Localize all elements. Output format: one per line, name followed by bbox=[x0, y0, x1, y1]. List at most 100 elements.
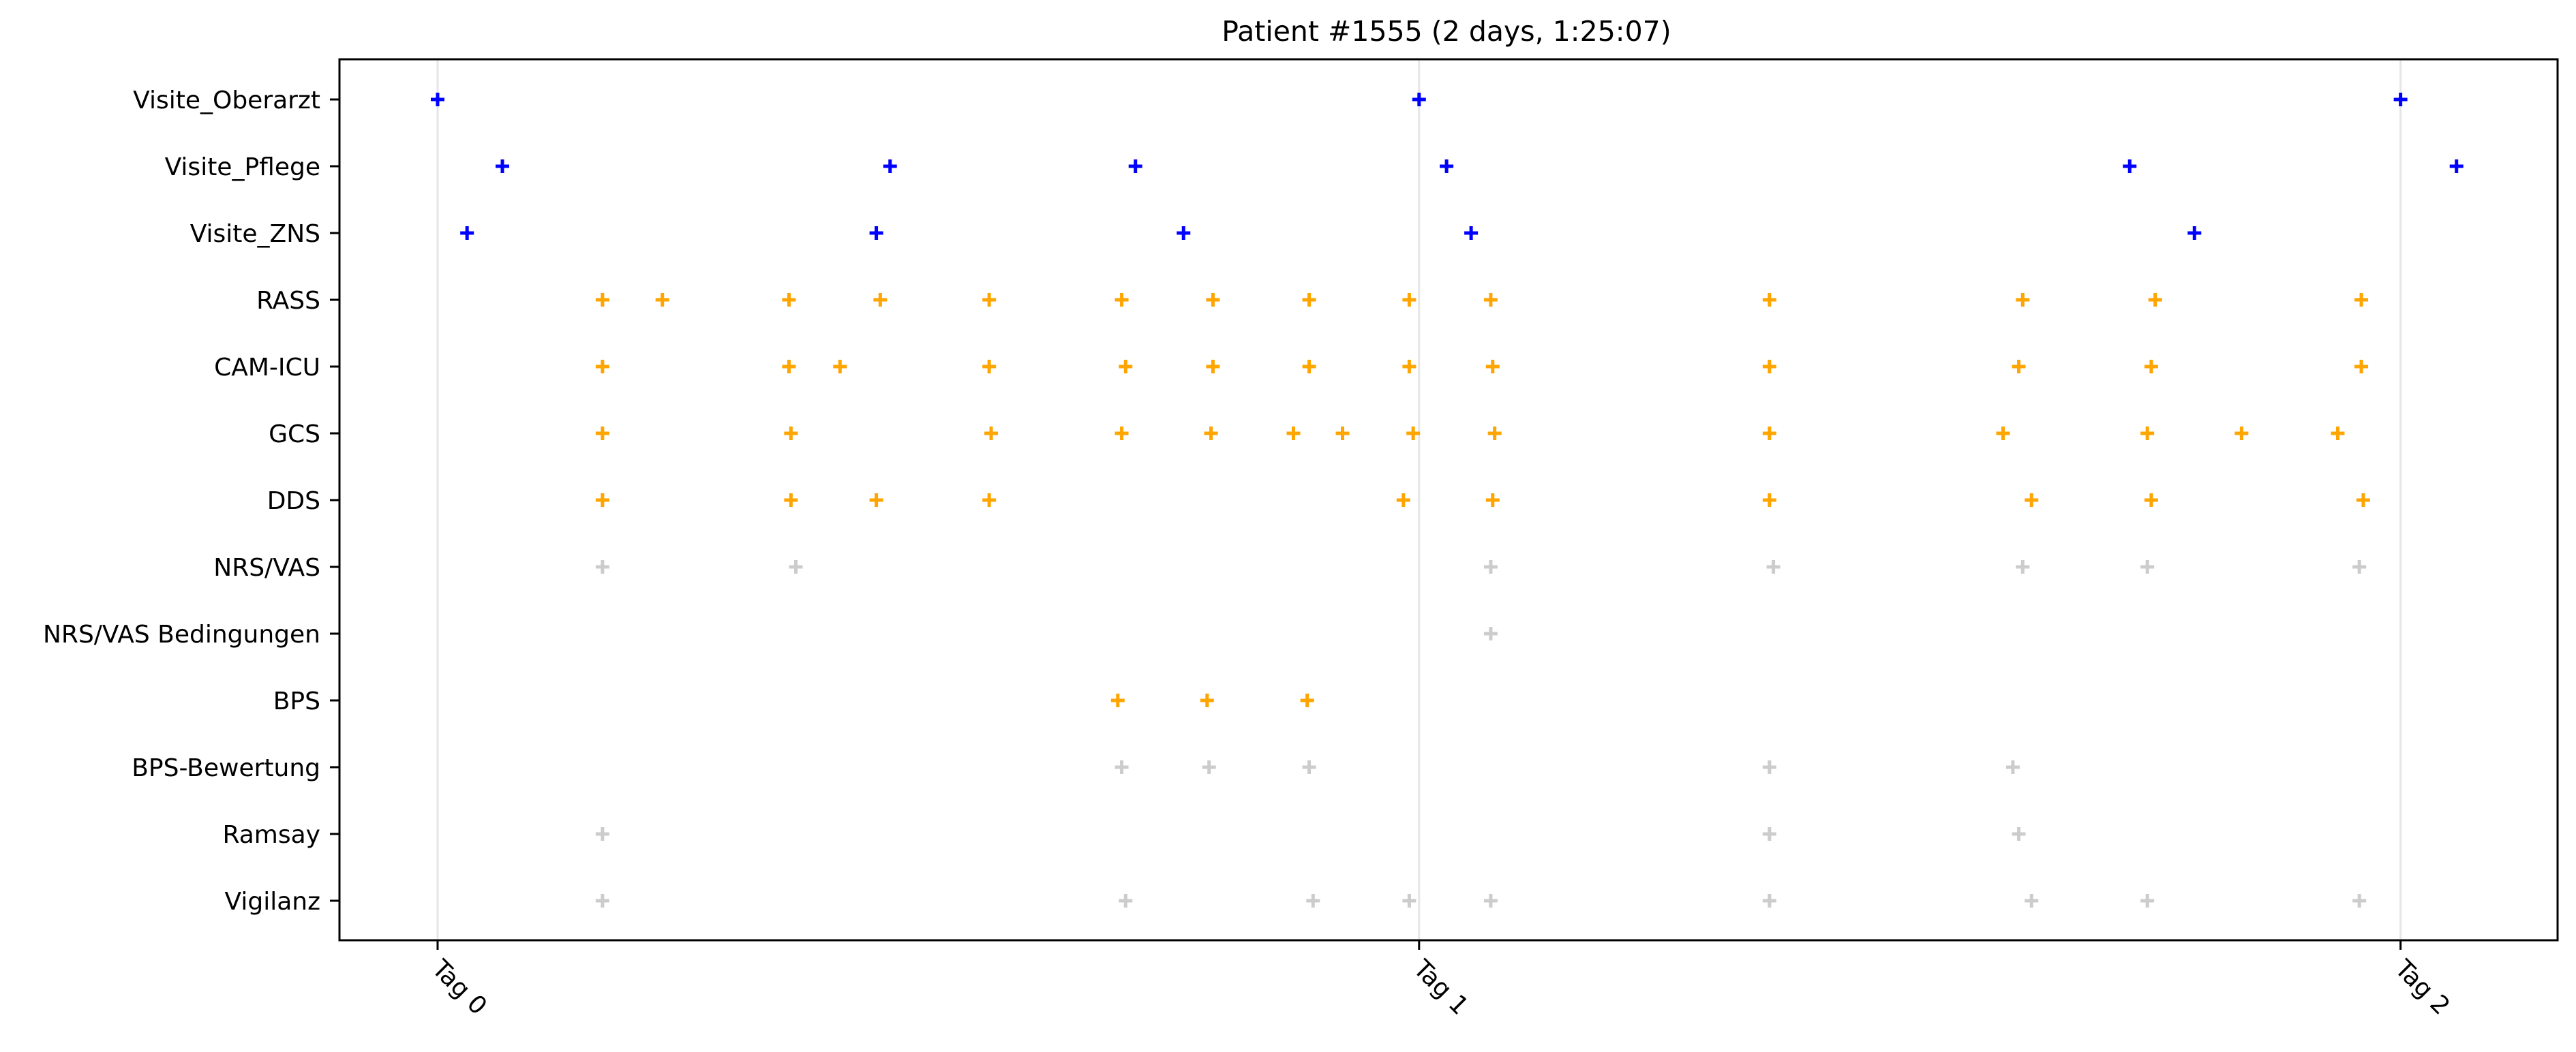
event-marker bbox=[1402, 894, 1416, 908]
event-marker bbox=[789, 560, 803, 574]
event-marker bbox=[1335, 427, 1350, 440]
category-label: GCS bbox=[269, 420, 320, 448]
event-marker bbox=[1302, 293, 1316, 307]
event-marker bbox=[1202, 760, 1216, 774]
x-ticks: Tag 0 Tag 1 Tag 2 bbox=[426, 940, 2455, 1021]
event-marker bbox=[1464, 226, 1479, 240]
event-marker bbox=[595, 427, 609, 440]
event-marker bbox=[784, 493, 798, 507]
event-marker bbox=[1762, 827, 1776, 841]
event-marker bbox=[869, 493, 883, 507]
event-marker bbox=[1406, 427, 1421, 440]
x-tick-label: Tag 1 bbox=[1408, 955, 1474, 1021]
event-marker bbox=[430, 93, 444, 106]
event-marker bbox=[2012, 360, 2026, 373]
event-marker bbox=[869, 226, 883, 240]
event-marker bbox=[2148, 293, 2162, 307]
event-marker bbox=[2144, 493, 2158, 507]
event-marker bbox=[1204, 427, 1218, 440]
event-marker bbox=[2016, 293, 2030, 307]
event-marker bbox=[2025, 493, 2039, 507]
x-tick-label: Tag 0 bbox=[426, 955, 492, 1021]
event-marker bbox=[2144, 360, 2158, 373]
category-label: Visite_Pflege bbox=[165, 153, 320, 181]
event-marker bbox=[1396, 493, 1410, 507]
event-marker bbox=[1300, 694, 1314, 707]
event-marker bbox=[2449, 159, 2464, 173]
event-marker bbox=[2140, 427, 2155, 440]
event-marker bbox=[1766, 560, 1781, 574]
category-label: Visite_Oberarzt bbox=[133, 87, 320, 114]
event-marker bbox=[1206, 293, 1220, 307]
event-marker bbox=[1302, 360, 1316, 373]
category-label: RASS bbox=[256, 287, 320, 315]
event-marker bbox=[460, 226, 474, 240]
event-marker bbox=[1483, 627, 1498, 640]
event-marker bbox=[2123, 159, 2137, 173]
event-marker bbox=[2234, 427, 2249, 440]
event-marker bbox=[2140, 894, 2155, 908]
category-label: CAM-ICU bbox=[214, 354, 320, 382]
event-marker bbox=[1402, 293, 1416, 307]
category-label: Ramsay bbox=[223, 821, 320, 849]
event-marker bbox=[1177, 226, 1191, 240]
event-marker bbox=[1402, 360, 1416, 373]
event-marker bbox=[1128, 159, 1142, 173]
event-marker bbox=[982, 293, 997, 307]
event-marker bbox=[984, 427, 999, 440]
category-label: NRS/VAS bbox=[213, 554, 320, 582]
plot-area-frame bbox=[338, 58, 2559, 942]
event-marker bbox=[1762, 760, 1776, 774]
event-marker bbox=[595, 827, 609, 841]
event-marker bbox=[496, 159, 510, 173]
event-marker bbox=[1762, 427, 1776, 440]
event-marker bbox=[595, 894, 609, 908]
event-marker bbox=[2352, 894, 2367, 908]
event-marker bbox=[655, 293, 669, 307]
event-marker bbox=[1286, 427, 1301, 440]
event-marker bbox=[1110, 694, 1125, 707]
chart-title: Patient #1555 (2 days, 1:25:07) bbox=[1222, 15, 1671, 48]
event-marker bbox=[2393, 93, 2408, 106]
event-marker bbox=[1762, 493, 1776, 507]
marks-layer bbox=[430, 93, 2464, 908]
event-marker bbox=[595, 560, 609, 574]
event-marker bbox=[2354, 293, 2369, 307]
event-marker bbox=[1115, 293, 1129, 307]
event-marker bbox=[782, 360, 796, 373]
event-marker bbox=[784, 427, 798, 440]
event-marker bbox=[1440, 159, 1454, 173]
event-marker bbox=[595, 293, 609, 307]
event-marker bbox=[1483, 560, 1498, 574]
event-marker bbox=[1762, 360, 1776, 373]
event-marker bbox=[2016, 560, 2030, 574]
event-marker bbox=[873, 293, 888, 307]
event-marker bbox=[1115, 427, 1129, 440]
event-marker bbox=[1200, 694, 1214, 707]
event-marker bbox=[982, 493, 997, 507]
category-label: BPS-Bewertung bbox=[132, 754, 320, 782]
category-label: DDS bbox=[267, 487, 320, 515]
event-marker bbox=[2331, 427, 2345, 440]
event-marker bbox=[1306, 894, 1320, 908]
event-marker bbox=[1762, 894, 1776, 908]
event-marker bbox=[833, 360, 847, 373]
event-marker bbox=[1119, 894, 1133, 908]
event-marker bbox=[1206, 360, 1220, 373]
event-marker bbox=[595, 493, 609, 507]
event-marker bbox=[1483, 293, 1498, 307]
category-label: NRS/VAS Bedingungen bbox=[43, 621, 320, 649]
category-labels: Visite_Oberarzt Visite_Pflege Visite_ZNS RA… bbox=[43, 87, 339, 916]
event-marker bbox=[2356, 493, 2370, 507]
event-marker bbox=[2354, 360, 2369, 373]
event-marker bbox=[2140, 560, 2155, 574]
event-marker bbox=[1119, 360, 1133, 373]
event-marker bbox=[2025, 894, 2039, 908]
category-label: BPS bbox=[273, 687, 320, 715]
event-marker bbox=[2187, 226, 2202, 240]
category-label: Visite_ZNS bbox=[190, 220, 320, 248]
event-marker bbox=[1485, 360, 1500, 373]
event-marker bbox=[2005, 760, 2020, 774]
